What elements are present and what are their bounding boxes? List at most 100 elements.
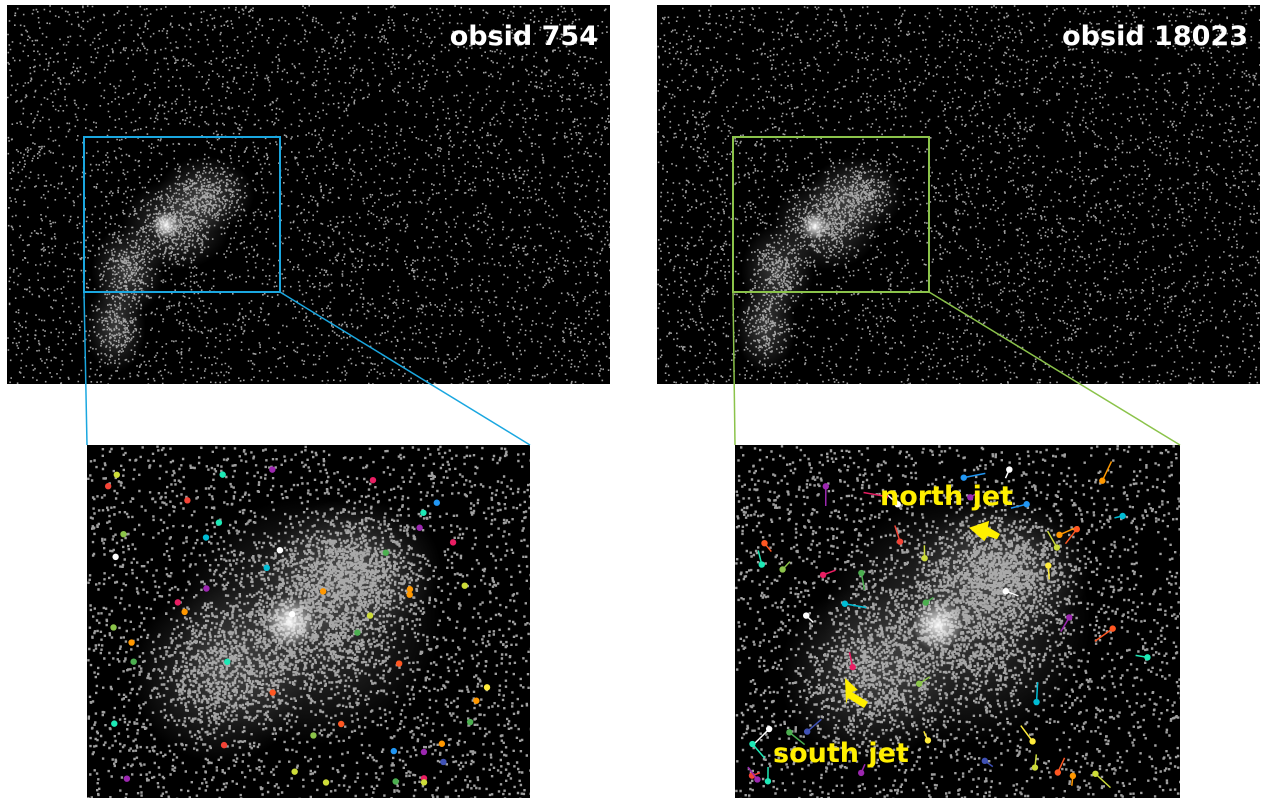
event-marker	[462, 582, 468, 588]
event-marker	[1032, 764, 1038, 770]
bright-core	[912, 599, 964, 651]
event-marker	[203, 534, 209, 540]
event-marker	[406, 591, 412, 597]
event-marker	[858, 570, 864, 576]
event-marker	[1144, 654, 1150, 660]
event-marker	[338, 721, 344, 727]
event-marker	[1055, 769, 1061, 775]
event-marker	[392, 778, 398, 784]
event-marker	[858, 770, 864, 776]
event-marker	[804, 728, 810, 734]
event-marker	[440, 759, 446, 765]
event-marker	[421, 749, 427, 755]
event-marker	[1054, 544, 1060, 550]
event-marker	[982, 758, 988, 764]
event-marker	[105, 483, 111, 489]
event-marker	[216, 519, 222, 525]
event-marker	[925, 737, 931, 743]
event-marker	[114, 472, 120, 478]
event-marker	[1092, 771, 1098, 777]
event-marker	[1003, 588, 1009, 594]
event-marker	[420, 510, 426, 516]
event-marker	[396, 660, 402, 666]
event-marker	[320, 588, 326, 594]
event-marker	[820, 572, 826, 578]
event-marker	[1006, 466, 1012, 472]
event-marker	[1070, 773, 1076, 779]
annotation: north jet	[880, 481, 1013, 512]
event-marker	[219, 471, 225, 477]
event-marker	[289, 611, 295, 617]
event-marker	[1056, 532, 1062, 538]
event-marker	[224, 659, 230, 665]
event-marker	[916, 681, 922, 687]
event-marker	[323, 779, 329, 785]
bright-core	[801, 212, 829, 240]
event-marker	[1045, 562, 1051, 568]
event-marker	[416, 525, 422, 531]
event-marker	[128, 639, 134, 645]
event-marker	[467, 719, 473, 725]
event-marker	[370, 477, 376, 483]
event-marker	[270, 689, 276, 695]
event-marker	[112, 554, 118, 560]
event-marker	[181, 609, 187, 615]
event-marker	[1074, 526, 1080, 532]
event-marker	[849, 664, 855, 670]
event-marker	[766, 726, 772, 732]
event-marker	[367, 612, 373, 618]
event-marker	[120, 531, 126, 537]
event-marker	[484, 684, 490, 690]
event-marker	[779, 566, 785, 572]
event-marker	[823, 483, 829, 489]
event-marker	[761, 540, 767, 546]
event-marker	[1099, 478, 1105, 484]
event-marker	[450, 539, 456, 545]
event-marker	[923, 599, 929, 605]
event-marker	[1023, 501, 1029, 507]
event-marker	[277, 547, 283, 553]
event-marker	[110, 624, 116, 630]
event-marker	[421, 779, 427, 785]
event-marker	[184, 497, 190, 503]
bright-core	[152, 211, 180, 239]
bright-core	[264, 596, 316, 648]
event-marker	[310, 732, 316, 738]
event-marker	[1066, 614, 1072, 620]
event-marker	[221, 742, 227, 748]
event-marker	[175, 599, 181, 605]
event-marker	[269, 466, 275, 472]
event-marker	[765, 778, 771, 784]
event-marker	[754, 776, 760, 782]
event-marker	[434, 500, 440, 506]
event-marker	[264, 565, 270, 571]
event-marker	[130, 658, 136, 664]
event-marker	[759, 561, 765, 567]
panel-label: obsid 18023	[1062, 21, 1248, 52]
event-marker	[439, 741, 445, 747]
event-marker	[354, 629, 360, 635]
page: obsid 754 obsid 18023 north jet south je…	[0, 0, 1262, 798]
panel-label: obsid 754	[450, 21, 598, 52]
event-marker	[124, 775, 130, 781]
event-marker	[1109, 625, 1115, 631]
event-marker	[111, 720, 117, 726]
event-marker	[961, 474, 967, 480]
event-marker	[291, 768, 297, 774]
event-marker	[391, 748, 397, 754]
event-marker	[1119, 513, 1125, 519]
figure: obsid 754 obsid 18023 north jet south je…	[0, 0, 1262, 798]
event-marker	[897, 538, 903, 544]
event-marker	[1029, 738, 1035, 744]
event-marker	[203, 585, 209, 591]
event-marker	[473, 698, 479, 704]
event-marker	[921, 555, 927, 561]
event-marker	[803, 612, 809, 618]
event-marker	[749, 741, 755, 747]
event-marker	[842, 601, 848, 607]
event-marker	[407, 586, 413, 592]
event-marker	[383, 550, 389, 556]
annotation: south jet	[773, 738, 909, 769]
event-marker	[1033, 699, 1039, 705]
event-marker	[786, 729, 792, 735]
